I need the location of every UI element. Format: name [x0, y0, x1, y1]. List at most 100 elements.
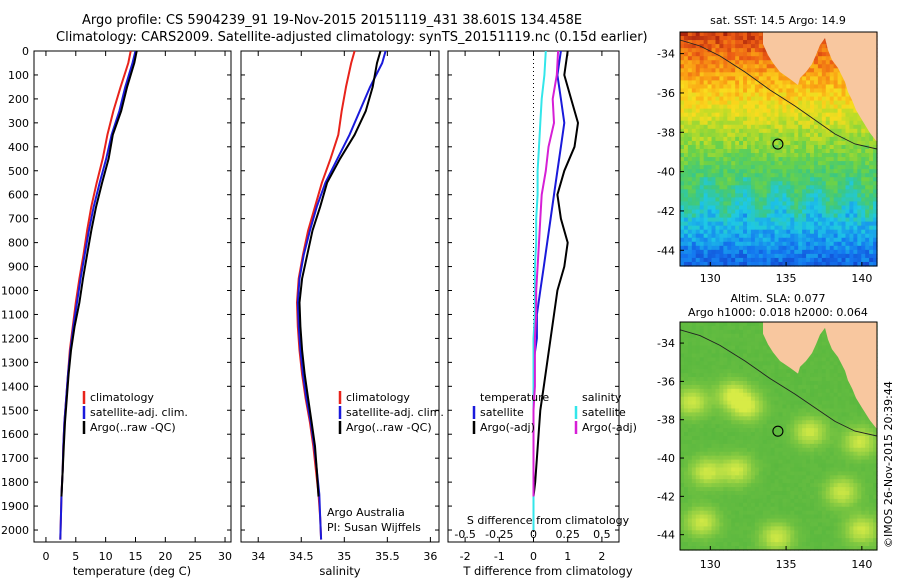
heatmap-cell [739, 408, 744, 414]
heatmap-cell [746, 357, 752, 362]
heatmap-cell [853, 225, 858, 231]
heatmap-cell [817, 193, 823, 199]
heatmap-cell [853, 136, 858, 142]
heatmap-cell [786, 447, 791, 453]
heatmap-cell [813, 428, 819, 433]
heatmap-cell [683, 80, 689, 86]
heatmap-cell [825, 116, 831, 122]
heatmap-cell [770, 136, 776, 142]
heatmap-cell [715, 153, 720, 158]
heatmap-cell [778, 177, 784, 182]
heatmap-cell [817, 459, 823, 465]
heatmap-cell [719, 237, 724, 243]
heatmap-cell [750, 76, 756, 82]
heatmap-cell [750, 44, 756, 49]
depth-tick-label: 1200 [1, 332, 29, 345]
heatmap-cell [719, 153, 724, 158]
heatmap-cell [758, 241, 764, 247]
heatmap-cell [774, 436, 780, 441]
heatmap-cell [770, 253, 776, 259]
heatmap-cell [758, 60, 764, 65]
heatmap-cell [778, 245, 784, 251]
heatmap-cell [715, 257, 720, 263]
heatmap-cell [774, 245, 780, 251]
heatmap-cell [873, 165, 878, 170]
heatmap-cell [873, 189, 878, 194]
heatmap-cell [703, 345, 709, 351]
heatmap-cell [865, 451, 870, 457]
heatmap-cell [821, 451, 827, 457]
heatmap-cell [680, 365, 685, 370]
heatmap-cell [703, 60, 709, 65]
heatmap-cell [841, 404, 847, 410]
heatmap-cell [739, 36, 744, 41]
heatmap-cell [727, 329, 732, 335]
heatmap-cell [707, 205, 713, 211]
heatmap-cell [723, 124, 728, 130]
heatmap-cell [711, 104, 717, 110]
heatmap-cell [754, 181, 760, 186]
heatmap-cell [719, 225, 724, 231]
heatmap-cell [782, 380, 787, 386]
heatmap-cell [790, 153, 795, 158]
heatmap-cell [680, 132, 685, 138]
heatmap-cell [754, 44, 760, 49]
heatmap-cell [810, 68, 815, 73]
heatmap-cell [829, 459, 835, 465]
heatmap-cell [806, 149, 811, 154]
heatmap-cell [739, 72, 744, 77]
heatmap-cell [770, 104, 776, 110]
heatmap-cell [707, 96, 713, 102]
heatmap-cell [833, 201, 839, 207]
heatmap-cell [845, 165, 851, 170]
heatmap-cell [857, 439, 862, 445]
heatmap-cell [719, 189, 724, 194]
heatmap-cell [723, 116, 728, 122]
heatmap-cell [680, 144, 685, 150]
heatmap-cell [813, 345, 819, 351]
heatmap-cell [727, 357, 732, 362]
heatmap-cell [707, 357, 713, 362]
heatmap-cell [861, 149, 866, 154]
heatmap-cell [813, 261, 819, 267]
heatmap-cell [869, 177, 874, 182]
heatmap-cell [825, 100, 831, 106]
heatmap-cell [841, 451, 847, 457]
heatmap-cell [703, 233, 709, 239]
heatmap-cell [754, 213, 760, 219]
heatmap-cell [821, 149, 827, 154]
heatmap-cell [865, 459, 870, 465]
heatmap-cell [845, 201, 851, 207]
heatmap-cell [703, 245, 709, 251]
heatmap-cell [802, 181, 807, 186]
heatmap-cell [825, 76, 831, 82]
heatmap-cell [723, 140, 728, 146]
heatmap-cell [758, 249, 764, 255]
heatmap-cell [770, 353, 776, 358]
heatmap-cell [766, 104, 772, 110]
heatmap-cell [723, 72, 728, 77]
heatmap-cell [727, 424, 732, 429]
heatmap-cell [786, 424, 791, 429]
heatmap-cell [833, 76, 839, 82]
heatmap-cell [821, 349, 827, 355]
title-line2: Climatology: CARS2009. Satellite-adjuste… [56, 30, 648, 45]
heatmap-cell [782, 392, 787, 398]
heatmap-cell [750, 396, 756, 402]
heatmap-cell [833, 104, 839, 110]
heatmap-cell [806, 185, 811, 190]
heatmap-cell [715, 404, 720, 410]
heatmap-cell [707, 144, 713, 150]
heatmap-cell [833, 396, 839, 402]
heatmap-cell [719, 233, 724, 239]
heatmap-cell [766, 149, 772, 154]
heatmap-cell [821, 447, 827, 453]
heatmap-cell [739, 245, 744, 251]
heatmap-cell [731, 64, 736, 69]
heatmap-cell [821, 261, 827, 267]
heatmap-cell [837, 144, 843, 150]
heatmap-cell [861, 451, 866, 457]
heatmap-cell [723, 400, 728, 406]
heatmap-cell [691, 396, 697, 402]
heatmap-cell [829, 185, 835, 190]
